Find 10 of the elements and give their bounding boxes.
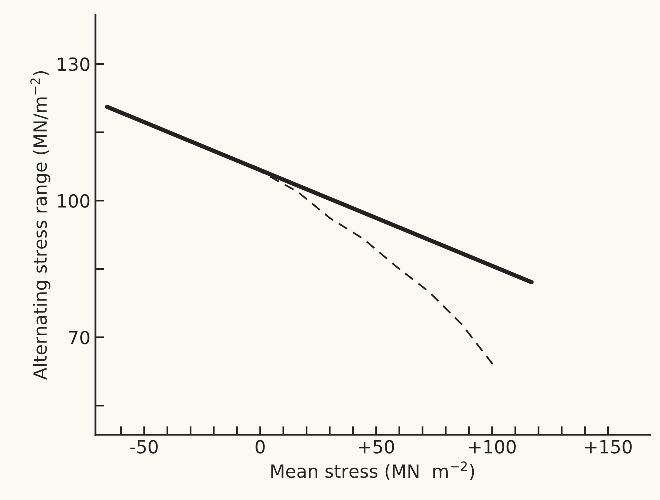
x-tick-label: +150 (585, 440, 632, 454)
y-tick-label: 130 (58, 58, 90, 72)
x-tick-label: 0 (256, 440, 265, 454)
y-tick-label: 70 (69, 330, 90, 345)
y-axis-title: Alternating stress range (MN/m$^{−2}$) (30, 71, 51, 380)
x-axis-title: Mean stress (MN m$^{−2}$) (272, 462, 474, 480)
x-tick-label: +50 (359, 440, 394, 454)
x-tick-label: +100 (469, 440, 516, 454)
x-tick-label: -50 (130, 440, 158, 454)
y-tick-label: 100 (58, 194, 90, 208)
